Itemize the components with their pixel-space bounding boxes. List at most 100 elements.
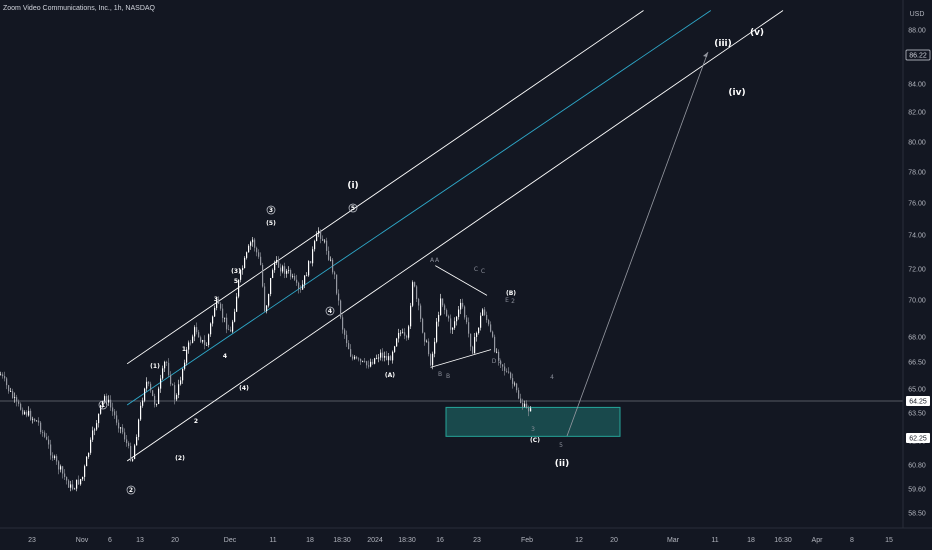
candle-body (318, 230, 320, 234)
candle-body (394, 346, 396, 352)
candle-body (344, 329, 346, 335)
candle-body (362, 360, 364, 362)
candle-body (308, 261, 310, 276)
candle-body (56, 456, 58, 462)
candle-body (92, 430, 94, 440)
candle-body (94, 429, 96, 431)
candle-body (378, 357, 380, 359)
candle-body (386, 355, 388, 361)
candle-body (278, 260, 280, 268)
candle-body (194, 327, 196, 337)
candle-body (164, 361, 166, 369)
candle-body (358, 358, 360, 360)
candle-body (180, 380, 182, 385)
time-tick-label: 13 (136, 537, 144, 544)
candle-body (268, 294, 270, 306)
candle-body (60, 466, 62, 470)
candle-body (428, 341, 430, 355)
wave-label: A (430, 257, 435, 264)
time-tick-label: 18:30 (333, 537, 351, 544)
wave-label-circle (266, 205, 276, 215)
candle-body (342, 317, 344, 330)
candle-body (190, 342, 192, 344)
candle-body (42, 432, 44, 433)
price-tick-label: 59.60 (908, 487, 926, 494)
candle-body (440, 298, 442, 315)
wave-label-circle (126, 485, 136, 495)
candle-body (126, 439, 128, 444)
candle-body (280, 267, 282, 272)
candle-body (330, 259, 332, 261)
candle-body (516, 383, 518, 391)
candle-body (284, 266, 286, 274)
candle-body (526, 403, 528, 409)
candle-body (168, 362, 170, 376)
candle-body (34, 418, 36, 421)
price-badge-box (906, 396, 930, 406)
candle-body (232, 321, 234, 332)
candle-body (332, 259, 334, 273)
time-tick-label: Nov (76, 537, 89, 544)
price-tick-label: 76.00 (908, 201, 926, 208)
candle-body (316, 233, 318, 242)
candle-body (492, 331, 494, 337)
time-axis[interactable]: 23 Nov 6 13 20 Dec 11 18 18:30 2024 18:30 16 23 Feb 12… (28, 537, 893, 544)
candle-body (172, 384, 174, 386)
candle-body (264, 286, 266, 312)
candle-body (158, 388, 160, 404)
candle-body (366, 361, 368, 366)
wave-label: (5) (266, 220, 276, 227)
candle-body (484, 309, 486, 315)
candle-body (286, 270, 288, 274)
candle-body (288, 270, 290, 271)
candle-body (464, 306, 466, 318)
candle-body (410, 305, 412, 327)
candle-body (44, 432, 46, 437)
candle-body (116, 415, 118, 423)
candle-body (338, 293, 340, 301)
time-tick-label: 15 (885, 537, 893, 544)
price-axis[interactable]: 58.5059.6060.8062.0063.5065.0066.5068.00… (908, 28, 926, 518)
candle-body (266, 305, 268, 312)
channel-upper-line (126, 10, 644, 365)
candle-body (348, 343, 350, 350)
wave-label: B (438, 371, 442, 378)
candle-body (132, 459, 134, 461)
time-tick-label: 23 (473, 537, 481, 544)
candle-body (414, 282, 416, 287)
candle-body (18, 401, 20, 404)
candle-body (390, 356, 392, 361)
price-tick-label: 80.00 (908, 140, 926, 147)
price-badge-box (906, 433, 930, 443)
candle-body (388, 356, 390, 361)
candle-body (360, 358, 362, 362)
candle-body (108, 399, 110, 403)
wave-label: 1 (182, 346, 186, 353)
candle-body (32, 418, 34, 420)
candle-body (480, 315, 482, 328)
candle-body (140, 405, 142, 420)
candle-body (504, 366, 506, 371)
candle-body (424, 332, 426, 342)
candle-body (442, 298, 444, 306)
candle-body (256, 247, 258, 253)
wave-label: C (474, 266, 478, 273)
candle-body (38, 420, 40, 423)
candle-body (454, 321, 456, 328)
wave-label-circle (325, 306, 335, 316)
price-tick-label: 74.00 (908, 233, 926, 240)
candle-body (10, 391, 12, 393)
channel-lower-line (126, 10, 784, 462)
time-tick-label: 18 (306, 537, 314, 544)
candle-body (100, 405, 102, 414)
candle-body (372, 361, 374, 364)
candle-body (460, 302, 462, 310)
candle-body (502, 364, 504, 367)
candle-body (254, 239, 256, 248)
price-tick-label: 68.00 (908, 335, 926, 342)
candle-body (282, 266, 284, 272)
candle-body (210, 323, 212, 335)
candle-body (218, 299, 220, 304)
candle-body (276, 260, 278, 263)
